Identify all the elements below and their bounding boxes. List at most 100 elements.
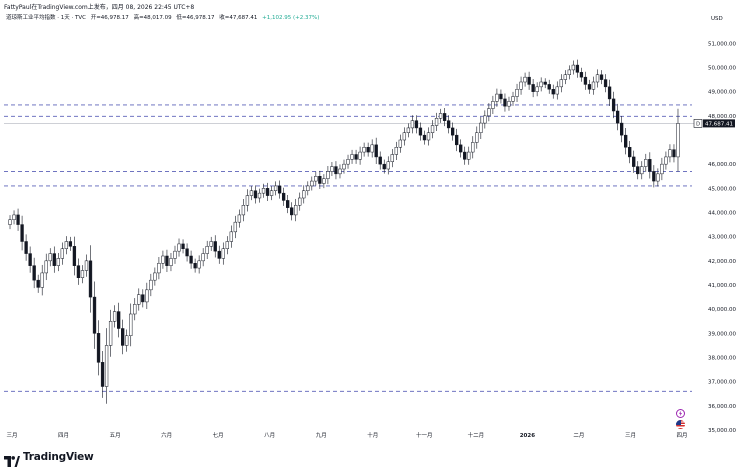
candle-body bbox=[607, 86, 612, 100]
candle-body bbox=[112, 311, 117, 322]
y-tick-label: 38,000.00 bbox=[708, 356, 736, 362]
candle-body bbox=[483, 115, 487, 124]
candle-body bbox=[334, 166, 338, 175]
candle-body bbox=[322, 178, 326, 184]
candle-body bbox=[559, 79, 563, 88]
candle-body bbox=[571, 64, 576, 71]
y-tick-label: 40,000.00 bbox=[708, 307, 736, 313]
candle-body bbox=[519, 81, 523, 90]
candle-body bbox=[410, 120, 415, 129]
candle-body bbox=[370, 144, 374, 153]
y-tick-label: 43,000.00 bbox=[708, 235, 736, 241]
candle-body bbox=[277, 185, 282, 194]
candle-body bbox=[652, 171, 656, 182]
candle-body bbox=[161, 255, 165, 264]
tradingview-footer[interactable]: TradingView bbox=[4, 449, 94, 467]
candle-body bbox=[330, 166, 334, 172]
candle-body bbox=[446, 120, 451, 129]
candle-body bbox=[209, 241, 213, 247]
candle-body bbox=[555, 86, 559, 95]
candle-body bbox=[20, 224, 24, 242]
candle-body bbox=[233, 221, 238, 233]
candle-body bbox=[72, 246, 77, 266]
candle-body bbox=[24, 241, 28, 254]
y-tick-label: 37,000.00 bbox=[708, 380, 736, 386]
candle-body bbox=[632, 156, 636, 167]
candle-body bbox=[511, 96, 515, 102]
candle-body bbox=[310, 180, 314, 187]
candle-body bbox=[434, 118, 439, 126]
candle-body bbox=[125, 335, 129, 346]
candle-body bbox=[644, 159, 648, 167]
candle-body bbox=[535, 86, 539, 92]
candle-body bbox=[358, 151, 362, 160]
candle-body bbox=[217, 250, 221, 259]
y-tick-label: 49,000.00 bbox=[708, 90, 736, 96]
candle-body bbox=[563, 74, 567, 80]
candle-body bbox=[16, 214, 20, 225]
candle-body bbox=[269, 190, 274, 196]
candle-body bbox=[611, 98, 616, 112]
legend-change: +1,102.95 (+2.37%) bbox=[262, 15, 320, 21]
candle-body bbox=[394, 147, 398, 155]
y-tick-label: 45,000.00 bbox=[708, 186, 736, 192]
candle-body bbox=[185, 248, 189, 257]
candle-body bbox=[342, 163, 346, 170]
candle-body bbox=[495, 93, 499, 102]
candle-body bbox=[56, 258, 60, 266]
candle-body bbox=[76, 265, 81, 278]
candle-body bbox=[261, 188, 266, 194]
candle-body bbox=[8, 219, 12, 225]
x-tick-label: 七月 bbox=[213, 431, 224, 439]
candle-body bbox=[173, 250, 177, 259]
candle-body bbox=[229, 231, 233, 242]
candle-body bbox=[624, 134, 628, 148]
candle-body bbox=[406, 127, 411, 133]
candle-body bbox=[402, 132, 407, 141]
candle-body bbox=[193, 263, 197, 269]
lightning-icon[interactable] bbox=[676, 409, 685, 418]
candle-body bbox=[487, 108, 491, 117]
us-flag-icon[interactable] bbox=[676, 420, 685, 429]
candle-body bbox=[491, 101, 495, 109]
candle-body bbox=[257, 192, 262, 199]
candle-body bbox=[378, 156, 382, 165]
candle-body bbox=[88, 260, 93, 298]
candle-body bbox=[145, 289, 149, 303]
candle-body bbox=[450, 127, 455, 136]
candle-body bbox=[48, 253, 52, 262]
x-tick-label: 五月 bbox=[110, 432, 121, 439]
candle-body bbox=[286, 200, 290, 208]
candle-body bbox=[414, 120, 419, 129]
publish-header: FattyPaul在TradingView.com上发布，四月 08, 2026… bbox=[4, 4, 195, 11]
x-tick-label: 三月 bbox=[625, 432, 636, 439]
x-tick-label: 六月 bbox=[161, 431, 172, 439]
candle-body bbox=[149, 279, 153, 291]
x-tick-label: 十月 bbox=[367, 431, 378, 439]
candle-body bbox=[471, 142, 475, 153]
legend-symbol[interactable]: 道琼斯工业平均指数 · 1天 · TVC bbox=[6, 15, 86, 21]
candle-body bbox=[386, 161, 390, 170]
price-badge-value: 47,687.41 bbox=[705, 121, 733, 127]
candle-body bbox=[603, 79, 608, 88]
y-tick-label: 42,000.00 bbox=[708, 259, 736, 265]
x-tick-label: 八月 bbox=[264, 432, 275, 439]
candle-body bbox=[551, 89, 555, 95]
y-tick-label: 41,000.00 bbox=[708, 283, 736, 289]
candle-body bbox=[346, 159, 350, 165]
x-tick-label: 十二月 bbox=[468, 431, 485, 439]
candle-body bbox=[664, 156, 668, 165]
y-tick-label: 46,000.00 bbox=[708, 162, 736, 168]
candle-body bbox=[636, 166, 640, 175]
legend-low: 低=46,978.17 bbox=[176, 15, 215, 21]
price-badge-letter: D bbox=[696, 121, 700, 127]
candle-body bbox=[543, 81, 547, 85]
candle-body bbox=[463, 151, 467, 160]
candle-body bbox=[531, 84, 535, 92]
candle-body bbox=[422, 134, 427, 141]
candle-body bbox=[241, 205, 246, 216]
candle-body bbox=[281, 192, 286, 201]
x-tick-label: 三月 bbox=[6, 432, 17, 439]
